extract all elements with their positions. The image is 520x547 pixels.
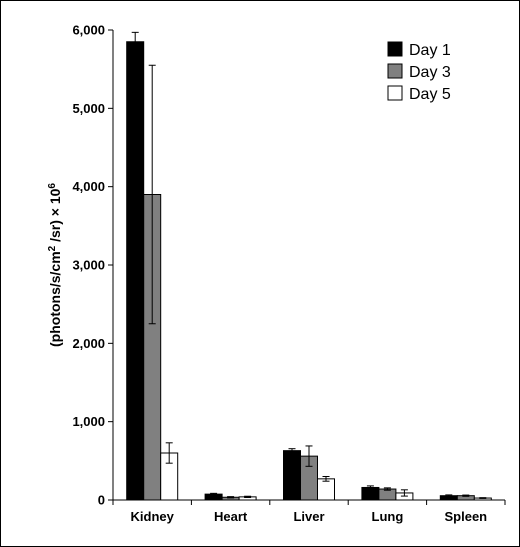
legend-swatch bbox=[387, 85, 403, 101]
y-tick-label: 0 bbox=[98, 493, 105, 508]
y-tick-label: 4,000 bbox=[72, 179, 105, 194]
bar bbox=[126, 41, 145, 501]
y-tick-label: 5,000 bbox=[72, 101, 105, 116]
x-tick-label: Liver bbox=[293, 509, 324, 524]
bar bbox=[283, 450, 301, 501]
legend-swatch bbox=[387, 41, 403, 57]
y-tick-label: 2,000 bbox=[72, 336, 105, 351]
y-tick-label: 3,000 bbox=[72, 258, 105, 273]
x-tick-label: Heart bbox=[214, 509, 248, 524]
legend-label: Day 1 bbox=[409, 42, 451, 59]
y-axis-label: (photons/s/cm2 /sr) × 106 bbox=[47, 183, 64, 347]
x-tick-label: Kidney bbox=[131, 509, 175, 524]
legend-swatch bbox=[387, 63, 403, 79]
y-tick-label: 1,000 bbox=[72, 414, 105, 429]
legend-label: Day 5 bbox=[409, 86, 451, 103]
y-tick-label: 6,000 bbox=[72, 23, 105, 38]
legend-label: Day 3 bbox=[409, 64, 451, 81]
x-tick-label: Spleen bbox=[444, 509, 487, 524]
bar bbox=[317, 478, 335, 501]
x-tick-label: Lung bbox=[372, 509, 404, 524]
